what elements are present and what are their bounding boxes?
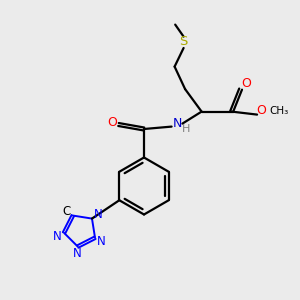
Text: O: O [257,104,266,118]
Text: O: O [241,77,251,90]
Text: H: H [182,124,190,134]
Text: N: N [94,208,103,221]
Text: S: S [179,35,188,48]
Text: N: N [53,230,62,243]
Text: C: C [62,206,70,218]
Text: N: N [172,117,182,130]
Text: O: O [107,116,117,130]
Text: N: N [74,247,82,260]
Text: CH₃: CH₃ [269,106,288,116]
Text: N: N [97,235,106,248]
